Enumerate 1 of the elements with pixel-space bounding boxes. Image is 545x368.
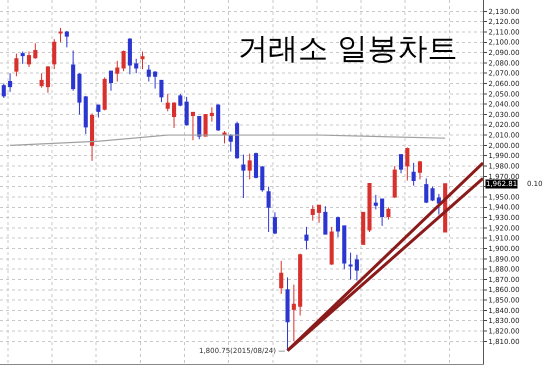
text: 거래소 일봉차트 — [238, 31, 458, 66]
